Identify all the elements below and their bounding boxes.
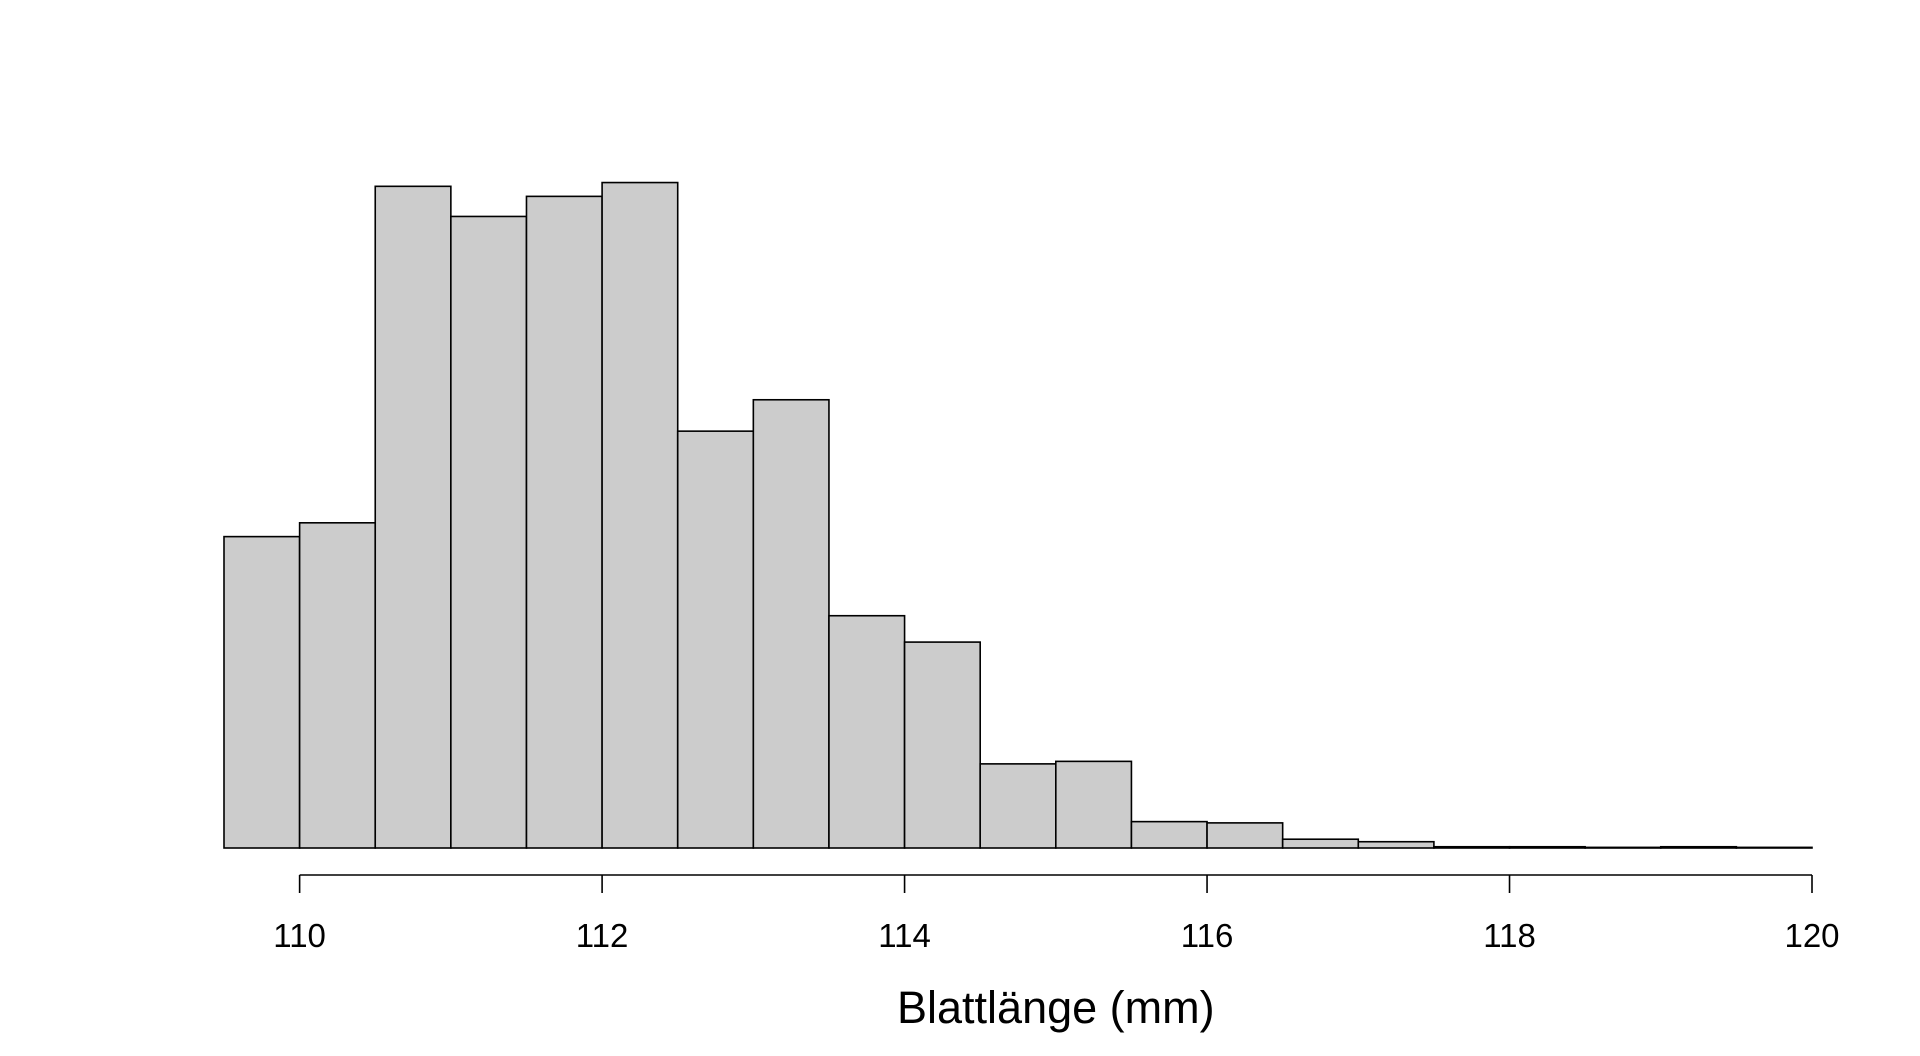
histogram-bar	[752, 398, 830, 849]
histogram-bar	[1659, 845, 1738, 849]
histogram-bar	[1433, 845, 1511, 849]
histogram-bar	[601, 181, 679, 849]
histogram-bar	[374, 185, 452, 849]
x-tick-label: 118	[1483, 917, 1536, 954]
histogram-bar	[1357, 840, 1435, 849]
histogram-bar	[979, 763, 1057, 849]
histogram-bar	[828, 614, 906, 849]
histogram-bar	[298, 522, 377, 849]
histogram-bar	[1206, 822, 1284, 849]
histogram-bar	[1735, 846, 1813, 849]
histogram-bar	[903, 641, 981, 849]
x-tick-label: 120	[1784, 917, 1839, 954]
histogram-bar	[676, 430, 755, 849]
histogram-bar	[1130, 820, 1208, 849]
x-tick-label: 110	[273, 917, 326, 954]
histogram-bar	[1584, 846, 1662, 849]
x-axis: 110 112 114 116 118 120	[273, 874, 1840, 954]
histogram-bar	[450, 215, 528, 849]
x-tick-label: 114	[878, 917, 931, 954]
histogram-bar	[1055, 760, 1133, 849]
histogram-bar	[1281, 838, 1360, 849]
x-tick-label: 112	[576, 917, 629, 954]
histogram-bar	[525, 195, 603, 849]
histogram-bar	[223, 535, 301, 849]
histogram-bars	[223, 181, 1813, 849]
x-tick-label: 116	[1181, 917, 1234, 954]
histogram-bar	[1508, 845, 1586, 849]
x-axis-title: Blattlänge (mm)	[897, 982, 1215, 1033]
